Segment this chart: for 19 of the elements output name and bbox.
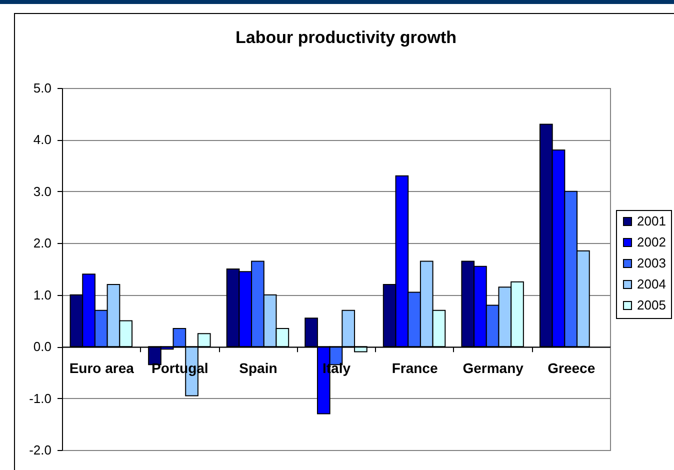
legend-label: 2001 [637,214,666,228]
x-tick-label: Germany [462,360,524,376]
x-tick-label: Euro area [69,360,134,376]
x-tick-label: Greece [548,360,596,376]
legend-label: 2005 [637,298,666,312]
y-tick-label: 2.0 [33,236,52,251]
x-tick-label: Spain [239,360,278,376]
y-tick-label: -1.0 [29,390,52,406]
chart-title: Labour productivity growth [236,28,456,47]
y-tick-label: 5.0 [33,80,52,96]
y-tick-label: 3.0 [33,184,52,199]
y-tick-label: 4.0 [33,132,52,148]
x-tick-label: France [392,360,438,376]
legend-label: 2002 [637,234,666,250]
y-tick-label: -2.0 [29,442,52,458]
legend-label: 2003 [637,256,666,270]
legend-label: 2004 [637,276,666,292]
y-tick-label: 0.0 [33,339,52,354]
y-tick-label: 1.0 [33,287,52,302]
